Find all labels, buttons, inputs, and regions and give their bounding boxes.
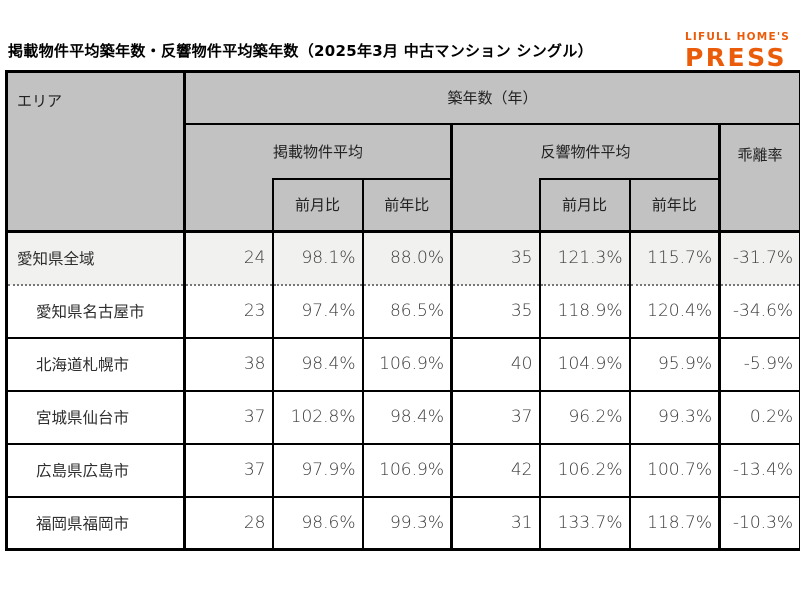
listed-mom-value: 98.4% (271, 336, 364, 392)
divergence-value: -31.7% (717, 230, 800, 286)
listed-yoy-value: 88.0% (361, 230, 453, 286)
inquiry-mom-value: 104.9% (538, 336, 631, 392)
listed-yoy-value: 106.9% (361, 442, 453, 498)
inquiry-mom-value: 118.9% (538, 283, 631, 339)
area-name: 福岡県福岡市 (5, 495, 186, 551)
header-age-years: 築年数（年） (182, 70, 800, 125)
header-area: エリア (5, 70, 186, 233)
building-age-table: エリア 築年数（年） 掲載物件平均 反響物件平均 乖離率 前月比 前年比 前月比… (5, 70, 800, 551)
area-name: 宮城県仙台市 (5, 389, 186, 445)
inquiry-yoy-value: 95.9% (628, 336, 721, 392)
divergence-value: -10.3% (717, 495, 800, 551)
table-row-hiroshima: 広島県広島市 37 97.9% 106.9% 42 106.2% 100.7% … (5, 442, 800, 498)
lifull-homes-press-logo: LIFULL HOME'S PRESS (685, 32, 790, 70)
inquiry-mom-value: 96.2% (538, 389, 631, 445)
inquiry-mom-value: 121.3% (538, 230, 631, 286)
header-listed-value-spacer (183, 178, 274, 233)
divergence-value: -5.9% (717, 336, 800, 392)
inquiry-average-value: 37 (450, 389, 541, 445)
inquiry-yoy-value: 115.7% (628, 230, 721, 286)
table-body: 愛知県全域 24 98.1% 88.0% 35 121.3% 115.7% -3… (5, 230, 800, 551)
listed-mom-value: 98.1% (271, 230, 364, 286)
listed-average-value: 37 (183, 442, 274, 498)
inquiry-average-value: 40 (450, 336, 541, 392)
listed-yoy-value: 99.3% (361, 495, 453, 551)
inquiry-average-value: 35 (450, 230, 541, 286)
header-inquiry-average: 反響物件平均 (450, 122, 721, 179)
header-inquiry-value-spacer (450, 178, 541, 233)
inquiry-yoy-value: 120.4% (628, 283, 721, 339)
listed-average-value: 38 (183, 336, 274, 392)
listed-average-value: 24 (183, 230, 274, 286)
area-name: 広島県広島市 (5, 442, 186, 498)
area-name: 愛知県全域 (5, 230, 186, 286)
header-inquiry-mom: 前月比 (538, 177, 631, 233)
table-row-aichi-zeniki: 愛知県全域 24 98.1% 88.0% 35 121.3% 115.7% -3… (5, 230, 800, 286)
header-listed-mom: 前月比 (271, 177, 364, 233)
listed-average-value: 37 (183, 389, 274, 445)
divergence-value: -34.6% (717, 283, 800, 339)
header-listed-average: 掲載物件平均 (183, 122, 453, 179)
area-name: 愛知県名古屋市 (5, 283, 186, 339)
inquiry-average-value: 35 (450, 283, 541, 339)
inquiry-yoy-value: 99.3% (628, 389, 721, 445)
header-divergence-rate: 乖離率 (717, 122, 800, 233)
listed-mom-value: 98.6% (271, 495, 364, 551)
inquiry-mom-value: 106.2% (538, 442, 631, 498)
listed-mom-value: 102.8% (271, 389, 364, 445)
table-row-sapporo: 北海道札幌市 38 98.4% 106.9% 40 104.9% 95.9% -… (5, 336, 800, 392)
page-title: 掲載物件平均築年数・反響物件平均築年数（2025年3月 中古マンション シングル… (8, 42, 593, 60)
inquiry-mom-value: 133.7% (538, 495, 631, 551)
logo-press-text: PRESS (684, 42, 787, 72)
listed-average-value: 23 (183, 283, 274, 339)
listed-yoy-value: 106.9% (361, 336, 453, 392)
divergence-value: -13.4% (717, 442, 800, 498)
inquiry-average-value: 42 (450, 442, 541, 498)
listed-yoy-value: 98.4% (361, 389, 453, 445)
listed-mom-value: 97.9% (271, 442, 364, 498)
inquiry-yoy-value: 118.7% (628, 495, 721, 551)
table-row-fukuoka: 福岡県福岡市 28 98.6% 99.3% 31 133.7% 118.7% -… (5, 495, 800, 551)
listed-yoy-value: 86.5% (361, 283, 453, 339)
divergence-value: 0.2% (717, 389, 800, 445)
logo-lifull-homes-text: LIFULL HOME'S (684, 31, 790, 43)
header-inquiry-yoy: 前年比 (628, 177, 721, 233)
listed-average-value: 28 (183, 495, 274, 551)
listed-mom-value: 97.4% (271, 283, 364, 339)
inquiry-average-value: 31 (450, 495, 541, 551)
header-listed-yoy: 前年比 (361, 177, 453, 233)
table-row-nagoya: 愛知県名古屋市 23 97.4% 86.5% 35 118.9% 120.4% … (5, 283, 800, 339)
table-row-sendai: 宮城県仙台市 37 102.8% 98.4% 37 96.2% 99.3% 0.… (5, 389, 800, 445)
table-header: エリア 築年数（年） 掲載物件平均 反響物件平均 乖離率 前月比 前年比 前月比… (5, 70, 800, 233)
area-name: 北海道札幌市 (5, 336, 186, 392)
inquiry-yoy-value: 100.7% (628, 442, 721, 498)
